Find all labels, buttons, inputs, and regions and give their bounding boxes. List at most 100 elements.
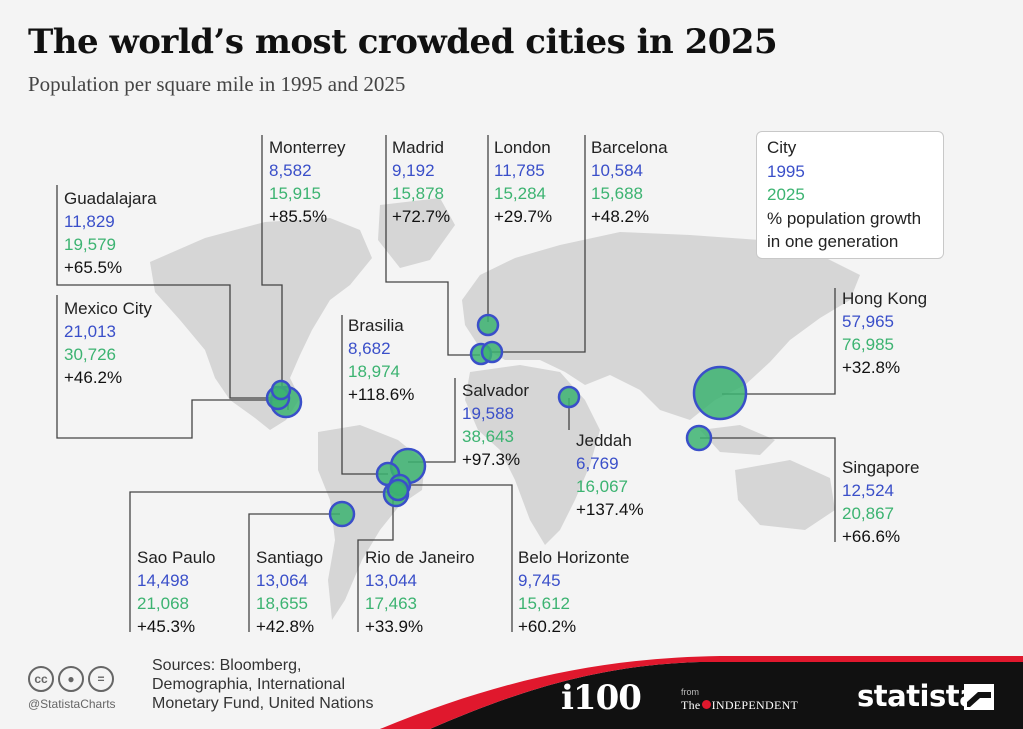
city-name: Guadalajara — [64, 189, 157, 208]
label-salvador: Salvador 19,588 38,643 +97.3% — [462, 379, 529, 471]
bubble-barcelona — [480, 340, 504, 364]
value-2025: 15,878 — [392, 184, 444, 203]
value-1995: 11,785 — [494, 161, 545, 180]
bubble-hong-kong — [692, 365, 748, 421]
legend-1995: 1995 — [767, 161, 805, 181]
growth: +32.8% — [842, 358, 901, 377]
label-singapore: Singapore 12,524 20,867 +66.6% — [842, 456, 920, 548]
label-jeddah: Jeddah 6,769 16,067 +137.4% — [576, 429, 644, 521]
label-santiago: Santiago 13,064 18,655 +42.8% — [256, 546, 323, 638]
no-derivatives-icon: = — [88, 666, 114, 692]
growth: +66.6% — [842, 527, 901, 546]
legend-growth-line1: % population growth — [767, 208, 922, 228]
bubble-singapore — [685, 424, 713, 452]
city-name: Rio de Janeiro — [365, 548, 475, 567]
growth: +97.3% — [462, 450, 521, 469]
city-name: Barcelona — [591, 138, 668, 157]
bubble-sao-paulo — [386, 478, 410, 502]
value-1995: 19,588 — [462, 404, 514, 423]
north-america-shape — [150, 218, 372, 430]
value-2025: 15,612 — [518, 594, 570, 613]
city-name: London — [494, 138, 551, 157]
leader-line — [56, 185, 280, 399]
growth: +118.6% — [348, 385, 415, 404]
growth: +65.5% — [64, 258, 123, 277]
leader-line — [261, 135, 283, 390]
chart-subtitle: Population per square mile in 1995 and 2… — [28, 72, 406, 96]
value-1995: 11,829 — [64, 212, 115, 231]
leader-line — [722, 288, 836, 395]
statista-logo-icon — [964, 684, 994, 710]
city-name: Jeddah — [576, 431, 632, 450]
africa-shape — [465, 365, 600, 545]
continents — [150, 198, 860, 620]
from-label: from — [681, 687, 699, 697]
city-name: Brasilia — [348, 316, 404, 335]
city-name: Madrid — [392, 138, 444, 157]
value-2025: 38,643 — [462, 427, 514, 446]
growth: +137.4% — [576, 500, 644, 519]
growth: +46.2% — [64, 368, 123, 387]
statista-handle[interactable]: @StatistaCharts — [28, 697, 116, 711]
leader-line — [357, 495, 394, 632]
growth: +42.8% — [256, 617, 315, 636]
i100-logo[interactable]: i100 — [561, 678, 642, 718]
value-2025: 18,974 — [348, 362, 400, 381]
leader-lines — [56, 135, 836, 632]
independent-pre: The — [681, 698, 701, 712]
city-name: Hong Kong — [842, 289, 928, 308]
city-name: Salvador — [462, 381, 530, 400]
growth: +48.2% — [591, 207, 650, 226]
label-brasilia: Brasilia 8,682 18,974 +118.6% — [348, 314, 414, 406]
leader-line — [129, 491, 398, 632]
australia-shape — [735, 460, 835, 530]
statista-logo-text[interactable]: statista — [857, 679, 979, 713]
city-name: Monterrey — [269, 138, 346, 157]
value-1995: 8,582 — [269, 161, 312, 180]
city-name: Singapore — [842, 458, 920, 477]
leader-line — [700, 437, 836, 542]
value-1995: 8,682 — [348, 339, 391, 358]
chart-title: The world’s most crowded cities in 2025 — [28, 22, 778, 62]
se-asia-islands-shape — [700, 425, 775, 455]
value-1995: 13,044 — [365, 571, 417, 590]
footer-band — [430, 662, 1023, 729]
value-1995: 14,498 — [137, 571, 189, 590]
value-2025: 16,067 — [576, 477, 628, 496]
label-hong-kong: Hong Kong 57,965 76,985 +32.8% — [842, 287, 927, 379]
value-1995: 6,769 — [576, 454, 619, 473]
value-2025: 20,867 — [842, 504, 894, 523]
legend: City 1995 2025 % population growth in on… — [756, 131, 944, 259]
city-bubbles — [265, 313, 748, 528]
label-madrid: Madrid 9,192 15,878 +72.7% — [392, 136, 450, 228]
sources-line: Demographia, International — [152, 676, 346, 693]
growth: +33.9% — [365, 617, 424, 636]
sources-line: Monetary Fund, United Nations — [152, 695, 374, 712]
value-1995: 10,584 — [591, 161, 643, 180]
value-1995: 9,192 — [392, 161, 435, 180]
legend-growth-line2: in one generation — [767, 232, 899, 251]
label-barcelona: Barcelona 10,584 15,688 +48.2% — [591, 136, 668, 228]
bubble-london — [476, 313, 500, 337]
city-name: Mexico City — [64, 299, 152, 318]
value-1995: 21,013 — [64, 322, 116, 341]
legend-city: City — [767, 138, 797, 157]
label-sao-paulo: Sao Paulo 14,498 21,068 +45.3% — [137, 546, 215, 638]
leader-line — [248, 513, 340, 632]
license-icons: cc ● = — [28, 666, 114, 692]
leader-line — [341, 315, 388, 475]
legend-2025: 2025 — [767, 185, 805, 204]
value-1995: 9,745 — [518, 571, 561, 590]
leader-line — [492, 135, 586, 353]
eagle-icon — [701, 700, 711, 709]
label-rio-de-janeiro: Rio de Janeiro 13,044 17,463 +33.9% — [365, 546, 475, 638]
value-2025: 15,915 — [269, 184, 321, 203]
value-2025: 30,726 — [64, 345, 116, 364]
city-name: Belo Horizonte — [518, 548, 630, 567]
value-1995: 13,064 — [256, 571, 308, 590]
independent-logo[interactable]: The INDEPENDENT — [681, 698, 798, 713]
growth: +72.7% — [392, 207, 451, 226]
label-monterrey: Monterrey 8,582 15,915 +85.5% — [269, 136, 346, 228]
label-london: London 11,785 15,284 +29.7% — [494, 136, 552, 228]
